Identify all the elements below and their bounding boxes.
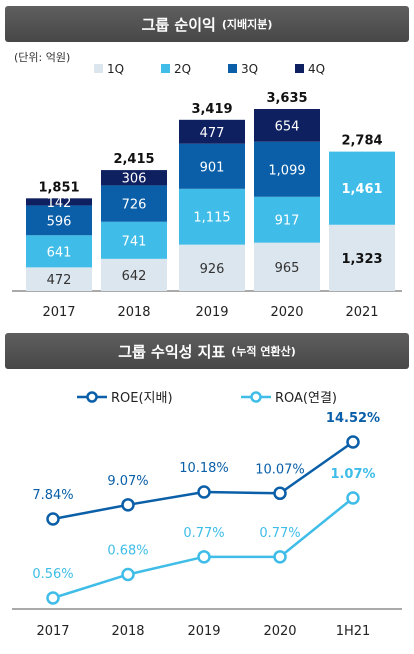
bar-label-2q-2020: 917 xyxy=(275,214,300,229)
bar-label-4q-2017: 142 xyxy=(47,196,72,211)
bar-label-3q-2018: 726 xyxy=(122,198,147,213)
legend-swatch-2q xyxy=(161,64,170,73)
bar-label-2q-2017: 641 xyxy=(47,245,72,260)
bar-label-4q-2020: 654 xyxy=(275,119,300,134)
point-roa-1H21 xyxy=(346,491,360,505)
x-tick-2017: 2017 xyxy=(42,305,75,320)
point-roa-2017 xyxy=(46,591,60,605)
total-label-2017: 1,851 xyxy=(38,180,79,195)
point-roa-2019 xyxy=(197,550,211,564)
bar-2q-2019 xyxy=(179,188,245,245)
bar-label-3q-2017: 596 xyxy=(47,214,72,229)
legend-swatch-4q xyxy=(295,64,304,73)
bar-3q-2020 xyxy=(254,141,320,197)
bar-label-3q-2020: 1,099 xyxy=(268,163,305,178)
bar-1q-2021 xyxy=(329,224,395,291)
x-tick-2-2019: 2019 xyxy=(187,624,220,639)
label-roe-2018: 9.07% xyxy=(107,474,148,489)
legend-label-4q: 4Q xyxy=(308,62,325,76)
x-tick-2020: 2020 xyxy=(270,305,303,320)
point-roa-2020 xyxy=(273,550,287,564)
label-roa-2019: 0.77% xyxy=(183,526,224,541)
bar-1q-2019 xyxy=(179,244,245,291)
bar-4q-2018 xyxy=(101,170,167,186)
x-tick-2-2018: 2018 xyxy=(111,624,144,639)
point-roe-2018 xyxy=(121,498,135,512)
x-tick-2021: 2021 xyxy=(345,305,378,320)
bar-3q-2018 xyxy=(101,185,167,222)
bar-3q-2017 xyxy=(26,205,92,236)
bar-label-1q-2019: 926 xyxy=(200,262,225,277)
point-roe-2019 xyxy=(197,485,211,499)
label-roe-2019: 10.18% xyxy=(179,461,229,476)
legend-label-1q: 1Q xyxy=(107,62,124,76)
bar-2q-2020 xyxy=(254,196,320,243)
net-income-subtitle: (지배지분) xyxy=(221,18,273,31)
legend-marker-roe xyxy=(86,391,98,403)
total-label-2020: 3,635 xyxy=(266,91,307,106)
total-label-2018: 2,415 xyxy=(113,152,154,167)
point-roe-2020 xyxy=(273,486,287,501)
legend-label-3q: 3Q xyxy=(241,62,258,76)
label-roe-2017: 7.84% xyxy=(32,488,73,503)
bar-label-1q-2021: 1,323 xyxy=(341,252,382,267)
label-roa-2017: 0.56% xyxy=(32,567,73,582)
label-roa-2020: 0.77% xyxy=(259,526,300,541)
legend-label-roa: ROA(연결) xyxy=(275,391,337,406)
legend-swatch-3q xyxy=(228,64,237,73)
total-label-2021: 2,784 xyxy=(341,134,382,149)
bar-4q-2020 xyxy=(254,109,320,142)
bar-label-1q-2017: 472 xyxy=(47,273,72,288)
profitability-title: 그룹 수익성 지표 xyxy=(118,342,226,361)
bar-2q-2017 xyxy=(26,235,92,268)
bar-1q-2018 xyxy=(101,258,167,291)
profitability-banner: 그룹 수익성 지표 (누적 연환산) xyxy=(5,333,409,369)
legend-marker-roa xyxy=(250,391,262,403)
x-tick-2-2020: 2020 xyxy=(263,624,296,639)
x-tick-2-1H21: 1H21 xyxy=(336,624,371,639)
label-roe-1H21: 14.52% xyxy=(326,411,380,426)
bar-label-2q-2019: 1,115 xyxy=(193,211,230,226)
bar-label-1q-2018: 642 xyxy=(122,269,147,284)
net-income-banner: 그룹 순이익 (지배지분) xyxy=(5,6,409,42)
bar-label-4q-2018: 306 xyxy=(122,172,147,187)
bar-2q-2021 xyxy=(329,151,395,225)
legend-label-roe: ROE(지배) xyxy=(111,391,173,406)
label-roa-2018: 0.68% xyxy=(107,543,148,558)
bar-3q-2019 xyxy=(179,143,245,189)
total-label-2019: 3,419 xyxy=(191,102,232,117)
bar-label-1q-2020: 965 xyxy=(275,261,300,276)
bar-2q-2018 xyxy=(101,221,167,259)
profitability-subtitle: (누적 연환산) xyxy=(231,345,296,358)
line-roa xyxy=(52,497,354,600)
x-tick-2019: 2019 xyxy=(195,305,228,320)
legend-label-2q: 2Q xyxy=(174,62,191,76)
unit-label: (단위: 억원) xyxy=(14,51,70,64)
bar-label-2q-2021: 1,461 xyxy=(341,182,382,197)
x-tick-2018: 2018 xyxy=(117,305,150,320)
bar-label-2q-2018: 741 xyxy=(122,234,147,249)
point-roe-2017 xyxy=(46,512,60,526)
point-roa-2018 xyxy=(121,567,135,582)
x-tick-2-2017: 2017 xyxy=(36,624,69,639)
bar-4q-2019 xyxy=(179,119,245,144)
net-income-title: 그룹 순이익 xyxy=(141,15,216,34)
bar-label-4q-2019: 477 xyxy=(200,126,225,141)
bar-1q-2020 xyxy=(254,242,320,291)
bar-4q-2017 xyxy=(26,198,92,206)
legend-swatch-1q xyxy=(94,64,103,73)
bar-1q-2017 xyxy=(26,267,92,291)
bar-label-3q-2019: 901 xyxy=(200,160,225,175)
point-roe-1H21 xyxy=(346,435,360,449)
line-roe xyxy=(52,440,354,521)
label-roe-2020: 10.07% xyxy=(255,462,305,477)
label-roa-1H21: 1.07% xyxy=(330,467,375,482)
